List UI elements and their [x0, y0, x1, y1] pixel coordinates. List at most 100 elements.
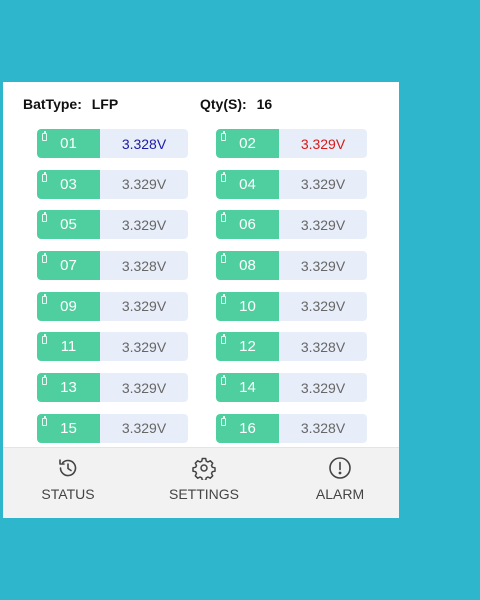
cell-voltage: 3.329V [121, 298, 167, 315]
cell-number: 12 [216, 332, 279, 362]
cell-number-text: 10 [239, 297, 256, 315]
cell-quantity-label: Qty(S): [200, 96, 247, 112]
cell-number: 02 [216, 129, 279, 158]
cell-16: 16 3.328V [216, 413, 367, 443]
cell-number-text: 13 [60, 379, 77, 397]
battery-icon [42, 375, 47, 386]
nav-settings-label: SETTINGS [168, 486, 239, 502]
cell-number: 14 [216, 373, 279, 403]
cell-voltage: 3.329V [121, 338, 167, 355]
cell-10: 10 3.329V [216, 291, 367, 321]
cell-14: 14 3.329V [216, 373, 367, 403]
cell-number-text: 07 [60, 257, 77, 275]
cell-number-text: 16 [239, 419, 256, 437]
cell-09: 09 3.329V [37, 291, 188, 321]
cell-number-text: 06 [239, 216, 256, 234]
battery-icon [221, 212, 226, 223]
cell-voltage: 3.329V [300, 379, 346, 396]
cell-row: 11 3.329V 12 3.328V [37, 332, 367, 362]
cell-row: 01 3.328V 02 3.329V [37, 129, 367, 158]
battery-icon [221, 415, 226, 426]
battery-icon [42, 293, 47, 304]
cell-number-text: 04 [239, 175, 256, 193]
cell-voltage: 3.328V [121, 135, 167, 152]
battery-type-value: LFP [91, 96, 119, 112]
cell-number-text: 05 [60, 216, 77, 234]
cell-number-text: 11 [60, 338, 77, 356]
cell-number: 13 [37, 373, 100, 403]
app-panel: BatType: LFP Qty(S): 16 01 3.328V 02 3.329V… [3, 82, 399, 518]
cell-voltage: 3.328V [121, 257, 167, 274]
cell-voltage: 3.329V [121, 420, 167, 437]
cell-voltage: 3.329V [121, 379, 167, 396]
nav-alarm-label: ALARM [315, 486, 365, 502]
cell-01: 01 3.328V [37, 129, 188, 158]
cell-number-text: 14 [239, 379, 256, 397]
cell-12: 12 3.328V [216, 332, 367, 362]
battery-icon [42, 334, 47, 345]
cell-voltage: 3.329V [300, 135, 346, 152]
cell-voltage: 3.328V [300, 338, 346, 355]
battery-type-label: BatType: [23, 96, 82, 112]
cell-quantity: Qty(S): 16 [200, 96, 272, 112]
cell-voltage: 3.329V [300, 176, 346, 193]
battery-icon [42, 415, 47, 426]
cell-voltage: 3.328V [300, 420, 346, 437]
cell-number: 16 [216, 413, 279, 443]
battery-icon [221, 131, 226, 141]
cell-07: 07 3.328V [37, 251, 188, 281]
battery-type: BatType: LFP [23, 96, 118, 112]
cell-03: 03 3.329V [37, 169, 188, 199]
cell-voltage: 3.329V [300, 257, 346, 274]
nav-status-label: STATUS [41, 486, 95, 502]
nav-status[interactable]: STATUS [13, 448, 123, 518]
cell-number-text: 09 [60, 297, 77, 315]
cell-row: 07 3.328V 08 3.329V [37, 251, 367, 281]
cell-number: 04 [216, 169, 279, 199]
cell-number-text: 03 [60, 175, 77, 193]
cell-number-text: 12 [239, 338, 256, 356]
cell-row: 15 3.329V 16 3.328V [37, 413, 367, 443]
cell-number: 06 [216, 210, 279, 240]
cell-15: 15 3.329V [37, 413, 188, 443]
battery-icon [42, 253, 47, 264]
cell-voltage: 3.329V [300, 216, 346, 233]
cell-number: 08 [216, 251, 279, 281]
cell-quantity-value: 16 [256, 96, 273, 112]
nav-alarm[interactable]: ALARM [285, 448, 395, 518]
cell-08: 08 3.329V [216, 251, 367, 281]
battery-icon [221, 171, 226, 182]
cell-row: 13 3.329V 14 3.329V [37, 373, 367, 403]
cell-number: 03 [37, 169, 100, 199]
cell-number: 09 [37, 291, 100, 321]
cell-number: 11 [37, 332, 100, 362]
cell-number: 05 [37, 210, 100, 240]
battery-icon [42, 212, 47, 223]
cell-06: 06 3.329V [216, 210, 367, 240]
cell-row: 09 3.329V 10 3.329V [37, 291, 367, 321]
cell-13: 13 3.329V [37, 373, 188, 403]
cell-number-text: 15 [60, 419, 77, 437]
battery-icon [221, 334, 226, 345]
battery-icon [42, 171, 47, 182]
alert-circle-icon [329, 457, 351, 479]
bottom-navigation: STATUS SETTINGS ALARM [3, 447, 399, 518]
cell-voltage: 3.329V [121, 176, 167, 193]
history-icon [59, 459, 77, 477]
cell-number: 07 [37, 251, 100, 281]
battery-icon [221, 375, 226, 386]
cell-row: 05 3.329V 06 3.329V [37, 210, 367, 240]
gear-icon [192, 457, 216, 480]
cell-number-text: 01 [60, 135, 77, 152]
cell-05: 05 3.329V [37, 210, 188, 240]
cell-number-text: 02 [239, 135, 256, 152]
cell-row: 03 3.329V 04 3.329V [37, 169, 367, 199]
cell-11: 11 3.329V [37, 332, 188, 362]
battery-info-bar: BatType: LFP Qty(S): 16 [23, 96, 399, 116]
battery-icon [221, 293, 226, 304]
battery-icon [42, 131, 47, 141]
cell-number: 10 [216, 291, 279, 321]
cell-number-text: 08 [239, 257, 256, 275]
nav-settings[interactable]: SETTINGS [149, 448, 259, 518]
cell-04: 04 3.329V [216, 169, 367, 199]
